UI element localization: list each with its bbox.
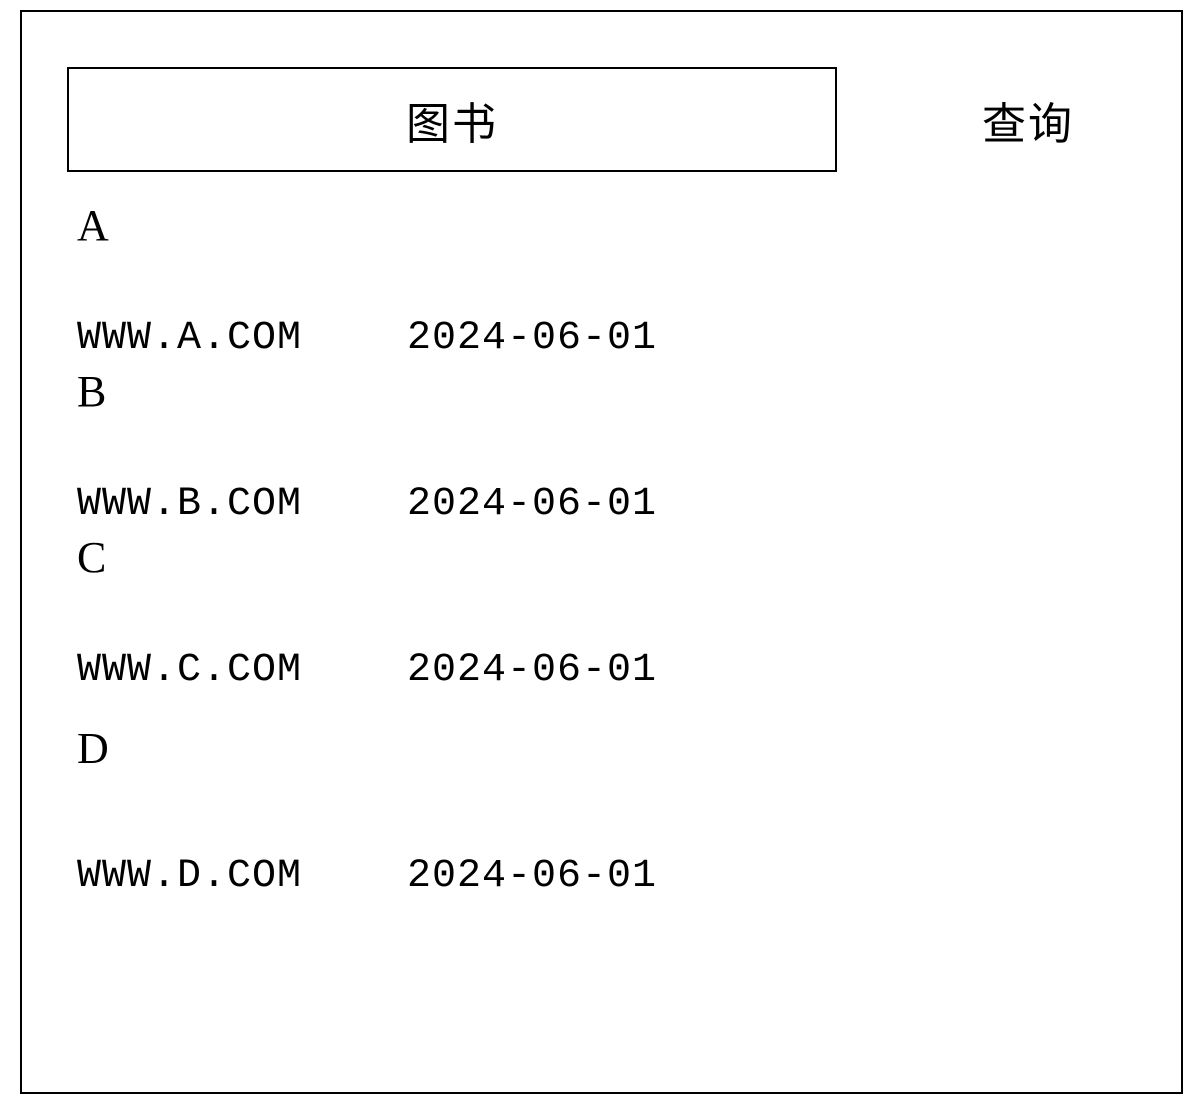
result-url: WWW.D.COM [77, 854, 407, 899]
result-date: 2024-06-01 [407, 482, 657, 527]
search-row: 图书 查询 [67, 67, 1181, 172]
result-title: A [77, 200, 1181, 251]
result-item[interactable]: B WWW.B.COM 2024-06-01 [77, 366, 1181, 527]
search-button-label: 查询 [982, 100, 1074, 149]
result-date: 2024-06-01 [407, 648, 657, 693]
result-date: 2024-06-01 [407, 854, 657, 899]
result-title: D [77, 723, 1181, 774]
result-meta: WWW.A.COM 2024-06-01 [77, 316, 1181, 361]
result-meta: WWW.C.COM 2024-06-01 [77, 648, 1181, 693]
search-button[interactable]: 查询 [982, 88, 1074, 152]
result-item[interactable]: A WWW.A.COM 2024-06-01 [77, 200, 1181, 361]
result-title: B [77, 366, 1181, 417]
app-frame: 图书 查询 A WWW.A.COM 2024-06-01 B WWW.B.COM… [20, 10, 1183, 1094]
search-input[interactable]: 图书 [67, 67, 837, 172]
result-item[interactable]: C WWW.C.COM 2024-06-01 [77, 532, 1181, 693]
search-input-value: 图书 [406, 88, 498, 152]
result-item[interactable]: D WWW.D.COM 2024-06-01 [77, 723, 1181, 899]
result-url: WWW.A.COM [77, 316, 407, 361]
results-list: A WWW.A.COM 2024-06-01 B WWW.B.COM 2024-… [77, 200, 1181, 899]
result-title: C [77, 532, 1181, 583]
result-url: WWW.B.COM [77, 482, 407, 527]
result-meta: WWW.B.COM 2024-06-01 [77, 482, 1181, 527]
result-url: WWW.C.COM [77, 648, 407, 693]
result-meta: WWW.D.COM 2024-06-01 [77, 854, 1181, 899]
result-date: 2024-06-01 [407, 316, 657, 361]
